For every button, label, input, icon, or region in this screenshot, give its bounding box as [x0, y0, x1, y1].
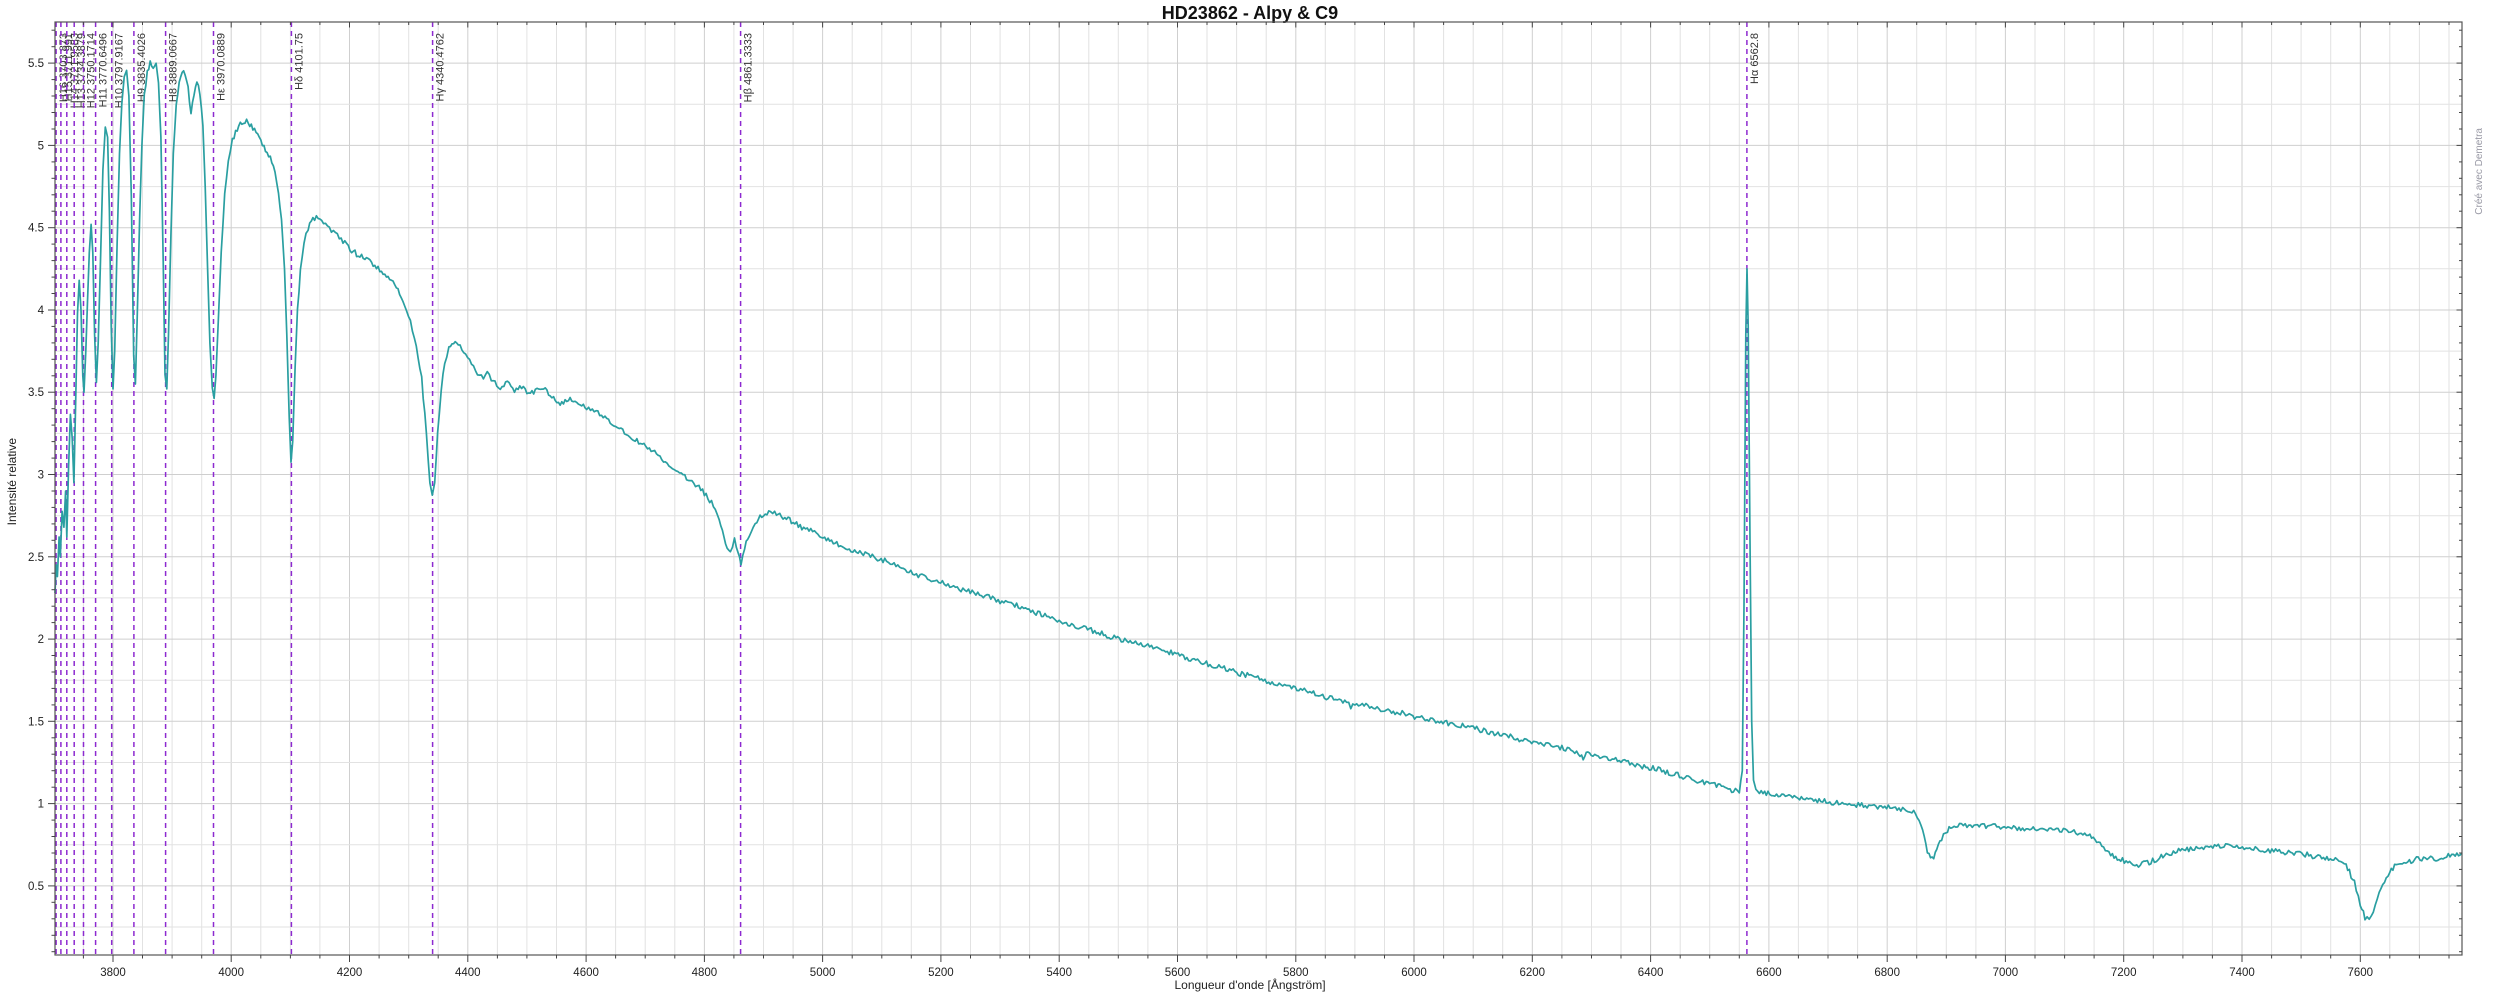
x-tick-label: 4800: [692, 967, 718, 979]
spectral-line-halpha: Hα 6562.8: [1746, 22, 1761, 955]
x-tick-label: 4200: [337, 967, 363, 979]
x-tick-label: 5600: [1165, 967, 1191, 979]
y-tick-label: 2.5: [28, 552, 44, 564]
y-tick-label: 1.5: [28, 716, 44, 728]
spectral-line-label-h10: H10 3797.9167: [114, 33, 126, 108]
spectral-line-h8: H8 3889.0667: [164, 22, 180, 955]
x-tick-label: 6400: [1638, 967, 1664, 979]
spectral-line-label-h8: H8 3889.0667: [168, 33, 180, 102]
spectral-line-hepsilon: Hε 3970.0889: [212, 22, 228, 955]
gridlines: [55, 22, 2462, 955]
spectrum-curve: [54, 60, 2463, 921]
spectral-line-h11: H11 3770.6496: [94, 22, 110, 955]
y-tick-label: 1: [38, 799, 44, 811]
spectral-line-h9: H9 3835.4026: [133, 22, 148, 955]
x-tick-label: 6000: [1401, 967, 1427, 979]
y-tick-label: 5: [38, 140, 44, 152]
x-tick-label: 7200: [2111, 967, 2137, 979]
y-tick-label: 3.5: [28, 387, 44, 399]
spectral-line-h12: H12 3750.1714: [82, 22, 98, 955]
x-tick-label: 5800: [1283, 967, 1309, 979]
y-tick-label: 2: [38, 634, 44, 646]
y-tick-label: 0.5: [28, 881, 44, 893]
spectral-line-label-h15: H15 3711.991: [63, 33, 75, 101]
spectral-line-label-h11: H11 3770.6496: [98, 33, 110, 107]
y-tick-label: 3: [38, 470, 44, 482]
x-tick-label: 5200: [928, 967, 954, 979]
x-tick-label: 6200: [1520, 967, 1546, 979]
x-tick-label: 7600: [2348, 967, 2374, 979]
y-tick-label: 4.5: [28, 223, 44, 235]
spectral-line-label-h13: H13 3734.3879: [76, 33, 88, 108]
spectral-line-hdelta: Hδ 4101.75: [290, 22, 305, 955]
x-tick-label: 7400: [2229, 967, 2255, 979]
axis-ticks: [48, 22, 2462, 962]
spectral-line-hgamma: Hγ 4340.4762: [431, 22, 447, 955]
spectral-line-label-hgamma: Hγ 4340.4762: [435, 33, 447, 102]
spectral-line-label-hepsilon: Hε 3970.0889: [216, 33, 228, 101]
x-tick-label: 4000: [218, 967, 244, 979]
x-tick-label: 4400: [455, 967, 481, 979]
x-tick-label: 5400: [1046, 967, 1072, 979]
spectral-line-hbeta: Hβ 4861.3333: [739, 22, 755, 955]
axis-tick-labels: 3800 4000 4200 4400 4600 4800 5000 5200 5400 5600…: [28, 58, 2373, 979]
spectral-line-h15: H15 3711.991: [60, 22, 75, 955]
x-axis-title: Longueur d'onde [Ångström]: [1174, 978, 1326, 992]
chart-title: HD23862 - Alpy & C9: [1161, 3, 1339, 23]
spectral-line-label-h9: H9 3835.4026: [136, 33, 148, 102]
x-tick-label: 4600: [573, 967, 599, 979]
spectral-line-h13: H13 3734.3879: [73, 22, 88, 955]
spectral-line-label-halpha: Hα 6562.8: [1749, 33, 1761, 84]
y-tick-label: 5.5: [28, 58, 44, 70]
y-tick-label: 4: [38, 305, 45, 317]
spectral-line-label-hbeta: Hβ 4861.3333: [743, 33, 755, 102]
spectral-line-label-h12: H12 3750.1714: [86, 33, 98, 108]
x-tick-label: 6800: [1874, 967, 1900, 979]
x-tick-label: 5000: [810, 967, 836, 979]
plot-frame: [54, 21, 2463, 956]
x-tick-label: 3800: [100, 967, 126, 979]
spectral-line-label-hdelta: Hδ 4101.75: [293, 33, 305, 90]
x-tick-label: 6600: [1756, 967, 1782, 979]
x-tick-label: 7000: [1993, 967, 2019, 979]
